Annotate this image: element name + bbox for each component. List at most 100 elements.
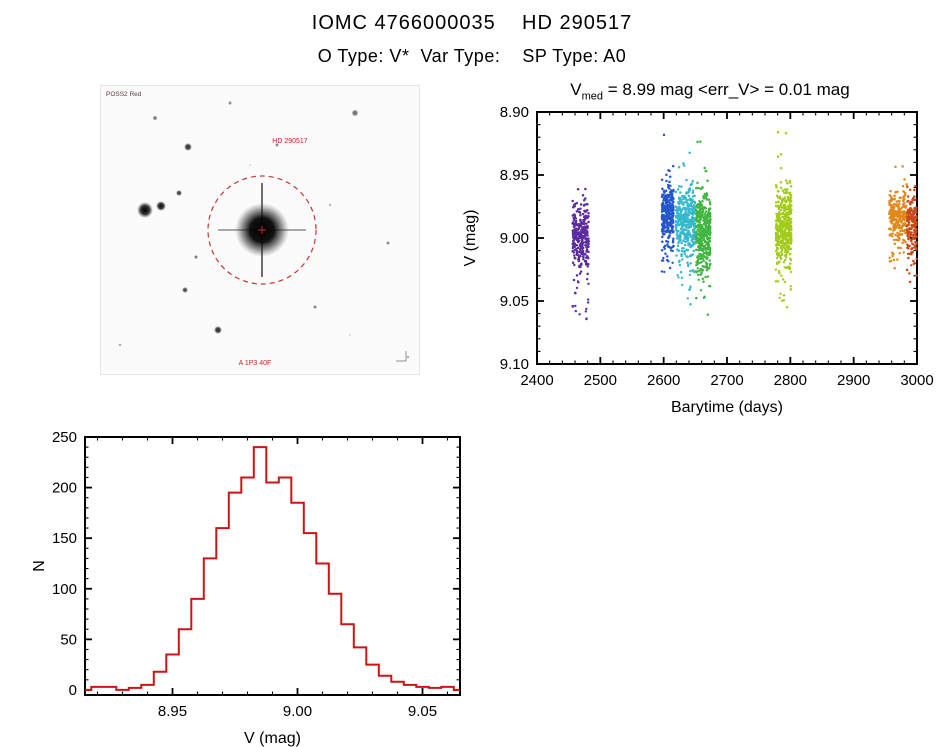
lightcurve-series-epoch-5 (774, 131, 793, 309)
data-point (662, 246, 666, 249)
data-point (688, 232, 691, 235)
data-point (910, 247, 914, 250)
data-point (678, 240, 681, 243)
data-point (580, 263, 583, 266)
data-point (889, 189, 892, 193)
data-point (708, 219, 712, 223)
data-point (783, 207, 786, 211)
data-point (789, 233, 793, 236)
data-point (689, 235, 692, 238)
data-point (660, 270, 664, 273)
data-point (700, 215, 703, 218)
data-point (704, 275, 707, 279)
data-point (911, 197, 915, 200)
data-point (660, 210, 664, 213)
data-point (891, 204, 894, 207)
data-point (678, 197, 681, 201)
data-point (915, 228, 918, 231)
data-point (784, 238, 787, 241)
data-point (779, 208, 783, 212)
data-point (671, 261, 674, 264)
data-point (888, 234, 892, 237)
data-point (788, 266, 792, 270)
data-point (891, 208, 894, 212)
data-point (671, 227, 674, 231)
data-point (586, 265, 589, 268)
data-point (784, 221, 788, 225)
data-point (672, 230, 675, 233)
data-point (573, 232, 577, 235)
data-point (686, 239, 689, 243)
finder-plate-label: POSS2 Red (106, 91, 142, 98)
data-point (692, 230, 695, 233)
data-point (910, 264, 913, 267)
lightcurve-series-epoch-4 (694, 140, 712, 316)
data-point (683, 228, 686, 232)
finder-chart: POSS2 Red HD 290517 A 1P3 40F (100, 85, 420, 375)
data-point (585, 254, 589, 258)
histogram-tick-labels: 8.95 9.00 9.05 0 50 100 150 200 250 (52, 429, 437, 720)
data-point (909, 202, 912, 206)
data-point (674, 220, 678, 223)
data-point (662, 209, 666, 213)
y-tick-label: 250 (52, 429, 77, 446)
data-point (780, 223, 784, 227)
data-point (665, 213, 669, 217)
data-point (682, 203, 685, 207)
lightcurve-plot: 2400 2500 2600 2700 2800 2900 3000 8.90 8.95 9.00… (462, 106, 934, 416)
data-point (665, 179, 668, 183)
data-point (687, 226, 690, 230)
data-point (582, 219, 585, 222)
data-point (906, 208, 910, 211)
data-point (701, 227, 705, 231)
data-point (575, 232, 579, 235)
data-point (676, 188, 680, 191)
data-point (691, 195, 695, 198)
data-point (661, 226, 665, 229)
data-point (697, 278, 700, 281)
data-point (704, 210, 708, 213)
data-point (899, 246, 902, 250)
data-point (708, 259, 711, 262)
data-point (914, 184, 917, 188)
data-point (678, 206, 681, 209)
lightcurve-frame (536, 111, 918, 365)
data-point (571, 205, 575, 209)
data-point (776, 280, 780, 283)
data-point (890, 198, 893, 202)
data-point (575, 249, 579, 253)
data-point (888, 256, 891, 259)
data-point (687, 194, 691, 198)
data-point (913, 220, 916, 224)
data-point (788, 224, 792, 228)
data-point (676, 211, 679, 214)
data-point (899, 229, 902, 233)
data-point (677, 223, 681, 227)
data-point (906, 252, 910, 256)
data-point (781, 211, 785, 215)
data-point (695, 296, 698, 300)
data-point (912, 262, 915, 266)
data-point (668, 169, 671, 173)
data-point (578, 313, 581, 316)
data-point (571, 214, 575, 217)
data-point (905, 268, 909, 272)
data-point (679, 210, 683, 214)
data-point (780, 199, 784, 202)
data-point (676, 274, 679, 277)
data-point (663, 270, 666, 274)
data-point (665, 173, 668, 177)
data-point (580, 236, 583, 240)
data-point (571, 221, 574, 225)
data-point (694, 270, 698, 273)
lightcurve-major-ticks (536, 111, 918, 365)
data-point (585, 245, 588, 249)
data-point (695, 186, 698, 190)
data-point (915, 206, 918, 209)
data-point (788, 207, 791, 211)
data-point (688, 151, 691, 154)
data-point (663, 196, 666, 199)
data-point (786, 187, 789, 191)
data-point (584, 187, 587, 191)
data-point (906, 212, 909, 215)
